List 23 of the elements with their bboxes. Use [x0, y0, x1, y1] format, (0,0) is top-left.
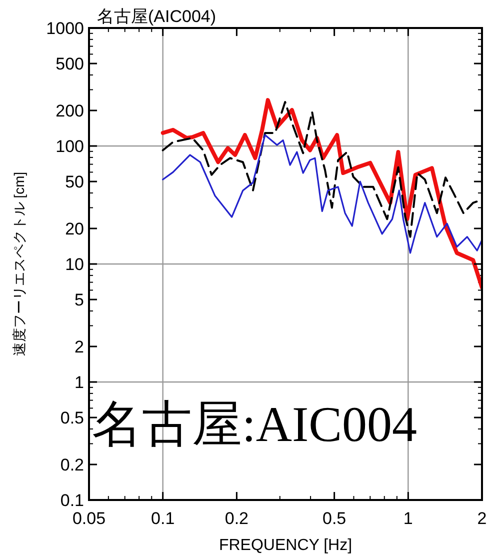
annotation: 名古屋:AIC004: [92, 396, 417, 452]
y-tick-label: 20: [65, 219, 84, 238]
x-tick-label: 0.5: [322, 509, 346, 528]
y-tick-label: 0.1: [60, 491, 84, 510]
chart-title: 名古屋(AIC004): [97, 7, 216, 26]
y-tick-label: 1: [74, 373, 84, 392]
y-tick-label: 0.5: [60, 408, 84, 428]
y-axis-title: 速度フーリエスペクトル [cm]: [11, 172, 27, 356]
y-tick-label: 500: [56, 54, 84, 74]
x-tick-label: 0.1: [151, 509, 175, 528]
y-tick-label: 2: [74, 337, 84, 356]
x-axis-title: FREQUENCY [Hz]: [218, 537, 352, 554]
y-tick-label: 5: [74, 290, 84, 310]
x-tick-label: 0.05: [72, 509, 106, 528]
y-tick-label: 50: [65, 172, 84, 192]
y-tick-label: 10: [65, 255, 84, 274]
y-tick-label: 1000: [46, 19, 84, 38]
x-tick-label: 2: [477, 509, 487, 528]
x-tick-label: 0.2: [224, 509, 249, 528]
y-tick-label: 0.2: [60, 455, 84, 474]
y-tick-label: 200: [56, 101, 84, 120]
y-tick-label: 100: [56, 137, 84, 156]
x-tick-label: 1: [403, 509, 413, 528]
